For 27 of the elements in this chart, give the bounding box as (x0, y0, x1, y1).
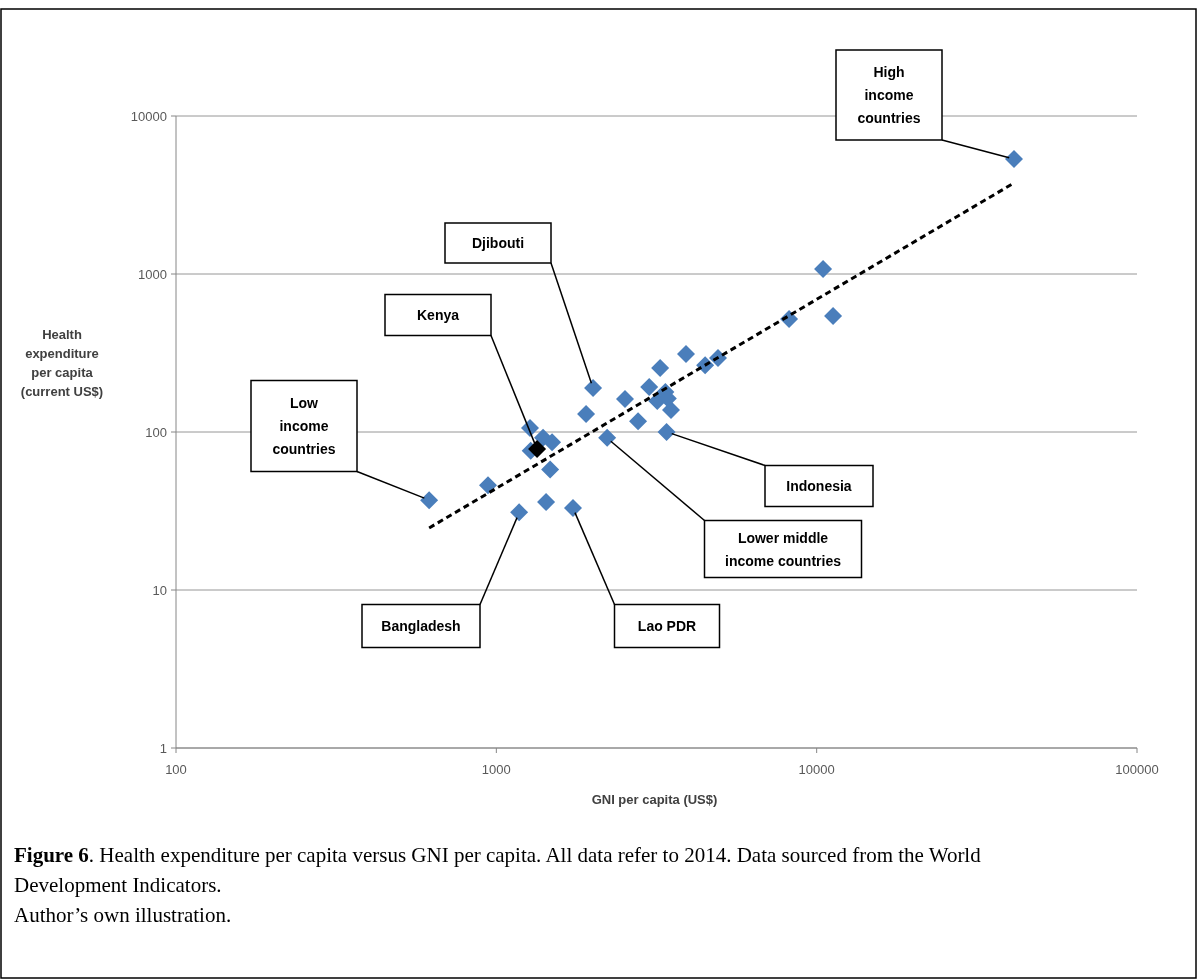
x-tick-label: 100000 (1115, 762, 1159, 777)
x-axis-title: GNI per capita (US$) (591, 792, 718, 807)
callout: High income countries (835, 49, 1010, 159)
annotation: Lower middle income countries (725, 529, 842, 569)
x-tick-label: 100 (165, 762, 187, 777)
callout: Lao PDR (574, 511, 721, 649)
x-tick-label: 1000 (481, 762, 511, 777)
callout: Bangladesh (361, 516, 518, 649)
annotation: Kenya (416, 307, 460, 323)
y-tick-label: 10000 (130, 108, 167, 124)
y-tick-label: 100 (145, 424, 167, 440)
annotation: Low income countries (272, 395, 336, 457)
caption: Figure 6. Health expenditure per capita versus GNI per capita. All data refer to 2014. Data sourced from the World Development Indicators. (14, 843, 982, 897)
annotation: Indonesia (786, 478, 852, 494)
x-tick-label: 10000 (798, 762, 835, 777)
annotation: Lao PDR (637, 618, 697, 634)
y-tick-label: 10 (152, 582, 167, 598)
annotation: Bangladesh (381, 618, 461, 634)
annotation: Djibouti (471, 235, 525, 251)
y-tick-label: 1000 (138, 266, 167, 282)
y-tick-label: 1 (159, 740, 167, 756)
callout: Indonesia (671, 432, 874, 508)
callout: Low income countries (250, 379, 426, 499)
callout: Kenya (384, 293, 536, 446)
y-axis-title: Health expenditure per capita (current US$) (20, 327, 104, 399)
text: Author’s own illustration. (14, 903, 232, 927)
annotation: High income countries (857, 64, 921, 126)
